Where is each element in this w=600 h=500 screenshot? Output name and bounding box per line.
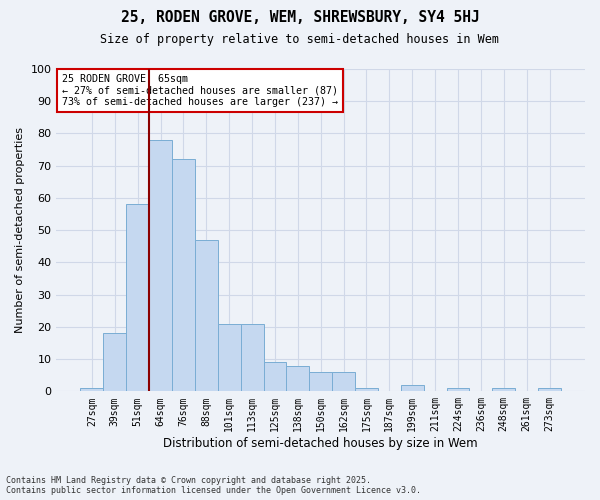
Bar [332,372,355,392]
Bar [309,372,332,392]
Bar [538,388,561,392]
Bar [172,160,195,392]
Text: Size of property relative to semi-detached houses in Wem: Size of property relative to semi-detach… [101,32,499,46]
Bar [355,388,378,392]
Bar [149,140,172,392]
Bar [401,385,424,392]
Bar [126,204,149,392]
Text: 25, RODEN GROVE, WEM, SHREWSBURY, SY4 5HJ: 25, RODEN GROVE, WEM, SHREWSBURY, SY4 5H… [121,10,479,25]
Bar [241,324,263,392]
Bar [446,388,469,392]
Bar [286,366,309,392]
Bar [263,362,286,392]
Bar [80,388,103,392]
X-axis label: Distribution of semi-detached houses by size in Wem: Distribution of semi-detached houses by … [163,437,478,450]
Y-axis label: Number of semi-detached properties: Number of semi-detached properties [15,127,25,333]
Bar [218,324,241,392]
Text: 25 RODEN GROVE: 65sqm
← 27% of semi-detached houses are smaller (87)
73% of semi: 25 RODEN GROVE: 65sqm ← 27% of semi-deta… [62,74,338,107]
Bar [195,240,218,392]
Text: Contains HM Land Registry data © Crown copyright and database right 2025.
Contai: Contains HM Land Registry data © Crown c… [6,476,421,495]
Bar [103,334,126,392]
Bar [493,388,515,392]
